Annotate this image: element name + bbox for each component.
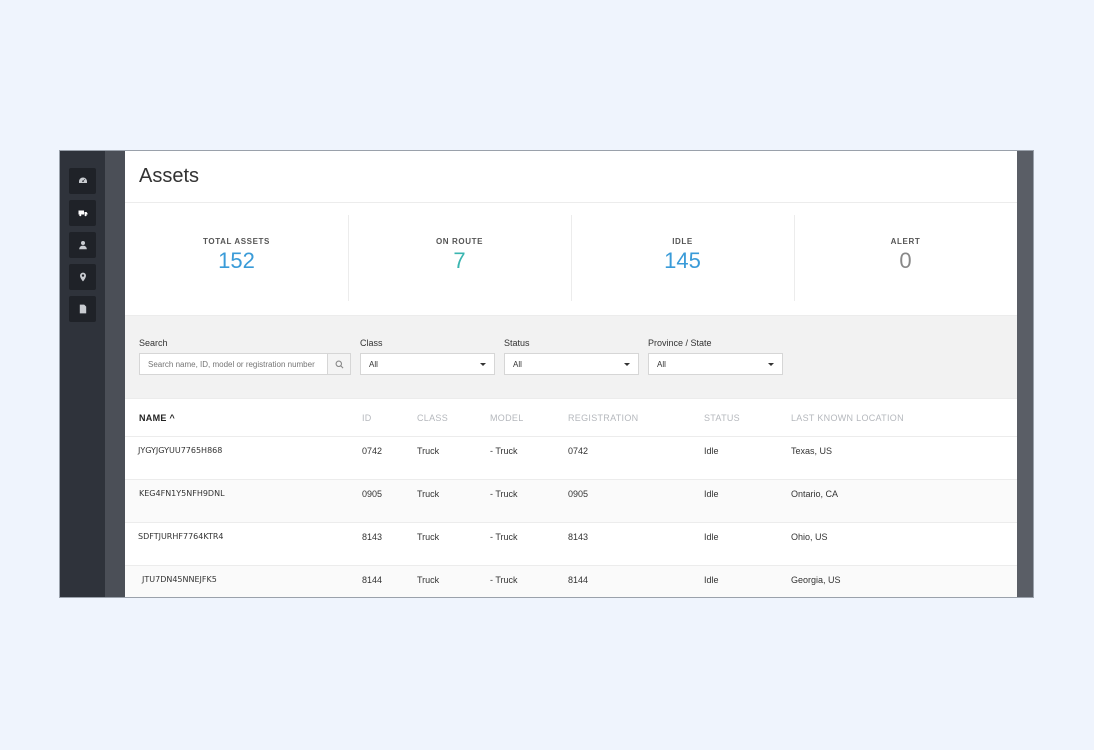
search-label: Search: [139, 338, 168, 348]
table-header-row: NAME ^ ID CLASS MODEL REGISTRATION STATU…: [125, 399, 1017, 437]
map-pin-icon: [79, 272, 86, 282]
stat-value: 0: [899, 248, 912, 273]
cell-name: SDFTJURHF7764KTR4: [125, 522, 362, 566]
province-filter: Province / State All: [648, 338, 783, 375]
nav-users[interactable]: [69, 232, 96, 258]
status-select-value: All: [513, 359, 522, 369]
cell-id: 0905: [362, 479, 417, 523]
stat-alert: ALERT 0: [794, 203, 1017, 315]
nav-locations[interactable]: [69, 264, 96, 290]
status-select[interactable]: All: [504, 353, 639, 375]
sidebar-gutter: [105, 151, 125, 597]
search-input[interactable]: [140, 354, 327, 374]
cell-model: - Truck: [490, 436, 568, 480]
search-button[interactable]: [327, 354, 350, 374]
document-icon: [79, 304, 86, 314]
assets-table: NAME ^ ID CLASS MODEL REGISTRATION STATU…: [125, 399, 1017, 597]
column-header-label: NAME: [139, 412, 167, 423]
cell-model: - Truck: [490, 479, 568, 523]
cell-class: Truck: [417, 565, 490, 597]
class-label: Class: [360, 338, 383, 348]
filter-bar: Search Class All Status All: [125, 316, 1017, 399]
stat-label: TOTAL ASSETS: [203, 237, 270, 246]
search-box: [139, 353, 351, 375]
column-header-class[interactable]: CLASS: [417, 399, 490, 437]
chevron-down-icon: [480, 362, 486, 366]
column-header-status[interactable]: STATUS: [704, 399, 791, 437]
user-icon: [78, 241, 87, 250]
cell-registration: 0905: [568, 479, 704, 523]
column-header-model[interactable]: MODEL: [490, 399, 568, 437]
search-filter: Search: [139, 338, 351, 375]
cell-model: - Truck: [490, 565, 568, 597]
sort-asc-icon: ^: [169, 412, 176, 423]
cell-registration: 8143: [568, 522, 704, 566]
class-select[interactable]: All: [360, 353, 495, 375]
chevron-down-icon: [624, 362, 630, 366]
stat-idle: IDLE 145: [571, 203, 794, 315]
truck-icon: [78, 210, 87, 217]
stat-label: ON ROUTE: [435, 237, 484, 246]
chevron-down-icon: [768, 362, 774, 366]
class-select-value: All: [369, 359, 378, 369]
column-header-id[interactable]: ID: [362, 399, 417, 437]
cell-location: Ohio, US: [791, 522, 1017, 566]
stat-value: 152: [218, 248, 255, 273]
class-filter: Class All: [360, 338, 495, 375]
cell-name: KEG4FN1Y5NFH9DNL: [125, 479, 362, 523]
column-header-location[interactable]: LAST KNOWN LOCATION: [791, 399, 1017, 437]
title-bar: Assets: [125, 151, 1017, 203]
table-row[interactable]: KEG4FN1Y5NFH9DNL 0905 Truck - Truck 0905…: [125, 479, 1017, 523]
cell-status: Idle: [704, 565, 791, 597]
table-row[interactable]: SDFTJURHF7764KTR4 8143 Truck - Truck 814…: [125, 522, 1017, 566]
cell-location: Ontario, CA: [791, 479, 1017, 523]
cell-id: 8144: [362, 565, 417, 597]
cell-registration: 8144: [568, 565, 704, 597]
cell-model: - Truck: [490, 522, 568, 566]
nav-dashboard[interactable]: [69, 168, 96, 194]
dashboard-icon: [78, 177, 87, 183]
status-label: Status: [504, 338, 530, 348]
stat-value: 7: [453, 248, 466, 273]
cell-status: Idle: [704, 479, 791, 523]
column-header-name[interactable]: NAME ^: [125, 399, 362, 437]
province-select[interactable]: All: [648, 353, 783, 375]
app-window: Assets TOTAL ASSETS 152 ON ROUTE 7 IDLE …: [59, 150, 1034, 598]
stat-on-route: ON ROUTE 7: [348, 203, 571, 315]
stat-total-assets: TOTAL ASSETS 152: [125, 203, 348, 315]
cell-class: Truck: [417, 479, 490, 523]
cell-name: JYGYJGYUU7765H868: [125, 436, 362, 480]
province-select-value: All: [657, 359, 666, 369]
search-icon: [335, 360, 343, 368]
province-label: Province / State: [648, 338, 712, 348]
stat-value: 145: [664, 248, 701, 273]
sidebar: [60, 151, 105, 597]
main-content: Assets TOTAL ASSETS 152 ON ROUTE 7 IDLE …: [125, 151, 1017, 597]
stat-label: ALERT: [890, 237, 921, 246]
table-row[interactable]: JTU7DN45NNEJFK5 8144 Truck - Truck 8144 …: [125, 565, 1017, 597]
cell-id: 8143: [362, 522, 417, 566]
stat-label: IDLE: [672, 237, 693, 246]
right-gutter: [1017, 151, 1033, 597]
cell-registration: 0742: [568, 436, 704, 480]
nav-reports[interactable]: [69, 296, 96, 322]
page-title: Assets: [139, 165, 200, 187]
status-filter: Status All: [504, 338, 639, 375]
cell-name: JTU7DN45NNEJFK5: [125, 565, 362, 597]
column-header-registration[interactable]: REGISTRATION: [568, 399, 704, 437]
cell-status: Idle: [704, 436, 791, 480]
cell-location: Georgia, US: [791, 565, 1017, 597]
nav-assets[interactable]: [69, 200, 96, 226]
cell-class: Truck: [417, 522, 490, 566]
table-row[interactable]: JYGYJGYUU7765H868 0742 Truck - Truck 074…: [125, 436, 1017, 480]
cell-class: Truck: [417, 436, 490, 480]
cell-status: Idle: [704, 522, 791, 566]
stats-row: TOTAL ASSETS 152 ON ROUTE 7 IDLE 145 ALE…: [125, 203, 1017, 316]
cell-id: 0742: [362, 436, 417, 480]
cell-location: Texas, US: [791, 436, 1017, 480]
